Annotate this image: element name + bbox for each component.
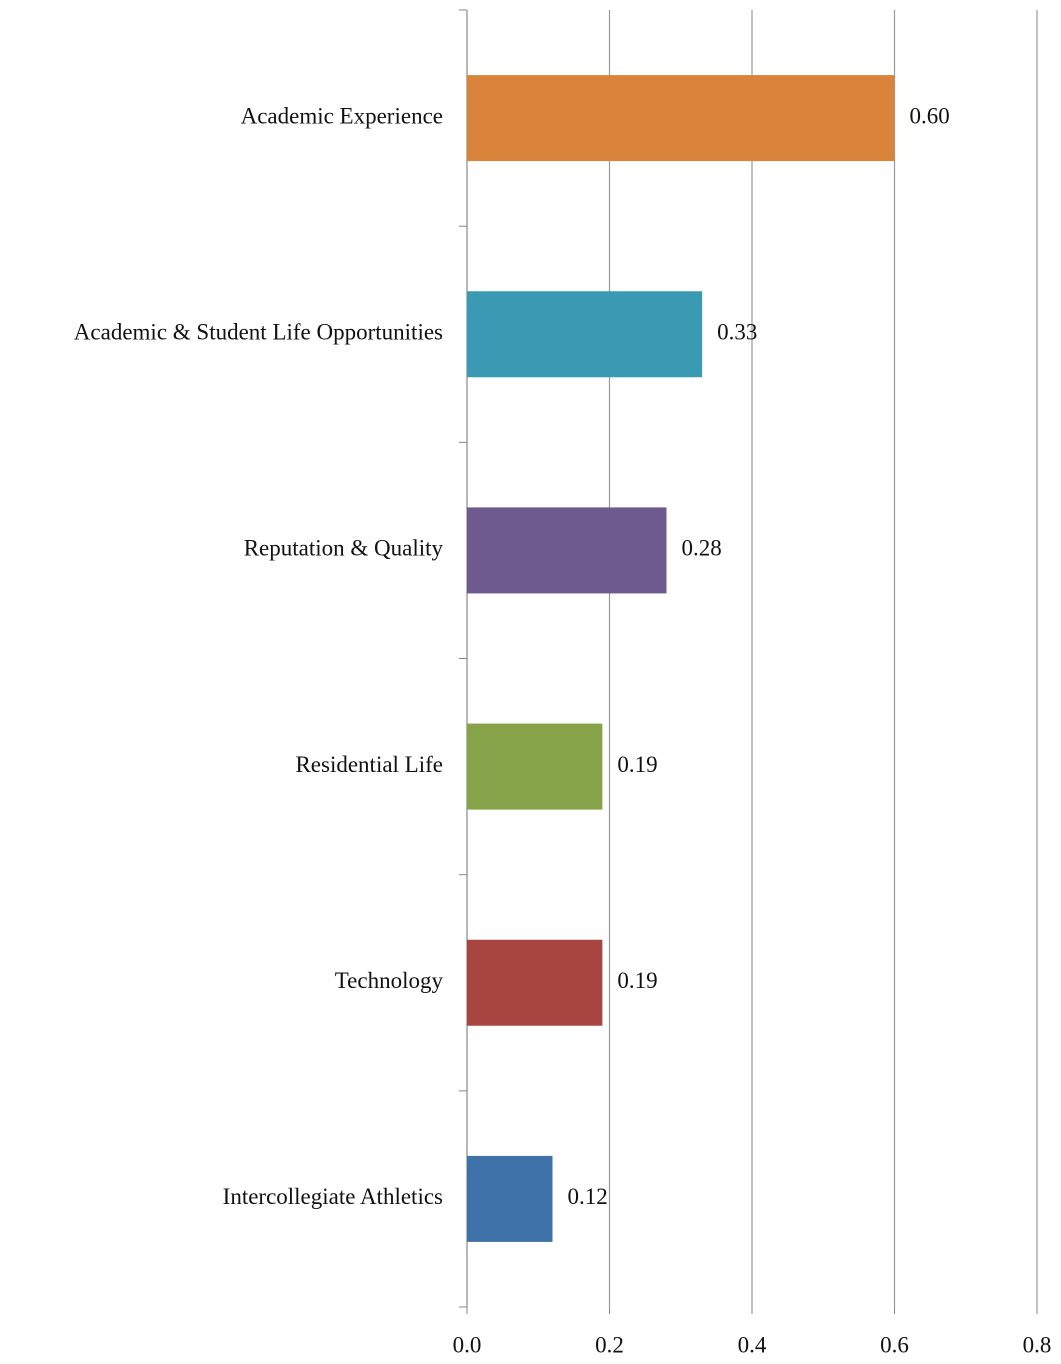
data-label: 0.28 xyxy=(682,536,722,561)
x-tick-label: 0.0 xyxy=(453,1332,482,1357)
y-tick-label: Residential Life xyxy=(295,752,443,777)
data-label: 0.19 xyxy=(617,752,657,777)
data-label: 0.60 xyxy=(910,103,950,128)
y-tick-label: Academic Experience xyxy=(241,103,443,128)
x-tick-label: 0.8 xyxy=(1023,1332,1052,1357)
y-tick-label: Technology xyxy=(335,968,444,993)
data-label: 0.19 xyxy=(617,968,657,993)
data-label: 0.12 xyxy=(568,1184,608,1209)
y-tick-label: Academic & Student Life Opportunities xyxy=(74,320,443,345)
bar xyxy=(467,75,895,162)
bar xyxy=(467,291,703,378)
bar xyxy=(467,507,667,594)
x-tick-label: 0.6 xyxy=(880,1332,909,1357)
data-label: 0.33 xyxy=(717,320,757,345)
y-tick-label: Reputation & Quality xyxy=(244,536,444,561)
bar xyxy=(467,939,603,1026)
x-tick-label: 0.4 xyxy=(738,1332,767,1357)
x-tick-label: 0.2 xyxy=(595,1332,624,1357)
bar xyxy=(467,723,603,810)
y-tick-label: Intercollegiate Athletics xyxy=(223,1184,443,1209)
bar xyxy=(467,1155,553,1242)
